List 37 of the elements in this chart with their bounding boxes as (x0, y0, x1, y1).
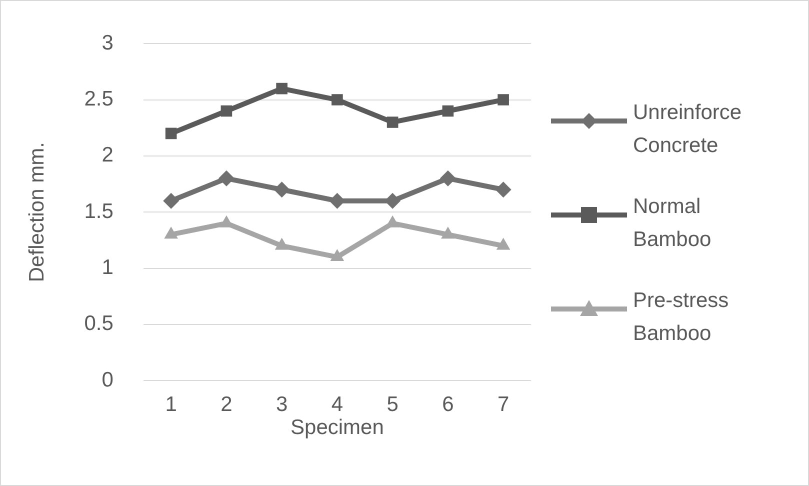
x-tick-label: 4 (331, 392, 344, 416)
y-tick-label: 2 (102, 144, 114, 167)
y-axis-title: Deflection mm. (25, 142, 48, 282)
y-tick-label: 0 (102, 368, 114, 392)
point (164, 226, 178, 239)
point (384, 192, 401, 209)
point (498, 94, 509, 106)
y-tick-label: 1.5 (84, 200, 114, 223)
point (276, 82, 288, 94)
y-tick-label: 3 (102, 31, 114, 54)
x-tick-label: 6 (442, 392, 454, 416)
point (274, 238, 289, 250)
legend-label: Pre-stress Bamboo (633, 288, 730, 347)
point (274, 182, 290, 198)
point (440, 170, 456, 186)
x-tick-label: 2 (220, 392, 232, 416)
point (386, 116, 398, 128)
legend-label: Normal Bamboo (633, 194, 712, 253)
point (495, 182, 512, 198)
point (163, 192, 180, 209)
point (330, 249, 344, 262)
point (165, 128, 177, 140)
y-tick-label: 1 (102, 256, 114, 280)
y-tick-label: 0.5 (84, 312, 114, 336)
x-axis-title: Specimen (290, 416, 384, 440)
point (332, 94, 343, 106)
legend-label: Unreinforce Concrete (633, 100, 743, 159)
x-tick-label: 3 (276, 392, 288, 416)
x-tick-label: 1 (165, 392, 177, 416)
point (218, 170, 234, 186)
point (441, 226, 455, 239)
point (496, 238, 510, 250)
point (220, 105, 232, 117)
y-tick-label: 2.5 (84, 88, 114, 111)
x-tick-label: 5 (386, 392, 398, 416)
x-tick-label: 7 (497, 392, 510, 416)
point (442, 105, 454, 117)
